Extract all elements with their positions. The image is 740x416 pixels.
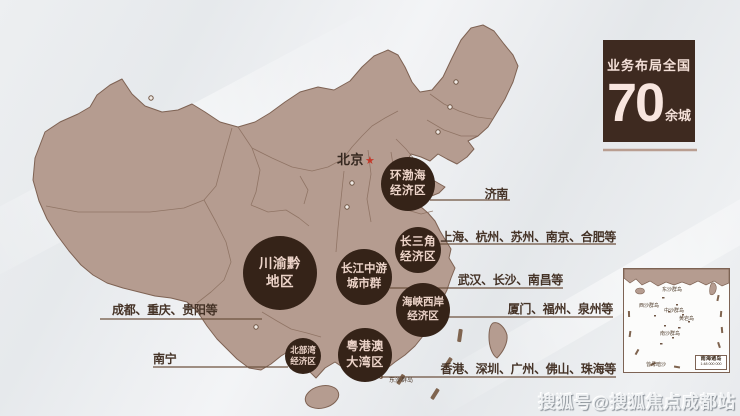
region-circle-bohai-rim: 环渤海 经济区 xyxy=(381,157,435,211)
region-line2: 经济区 xyxy=(290,356,316,366)
region-line2: 经济区 xyxy=(400,251,436,263)
beijing-label: 北京★ xyxy=(337,149,375,168)
inset-island-label: 南沙群岛 xyxy=(660,331,681,337)
badge-suffix: 余城 xyxy=(665,108,692,123)
south-china-sea-inset: 东沙群岛 西沙群岛 中沙群岛 黄岩岛 南沙群岛 曾母暗沙 南海诸岛 1:48 0… xyxy=(623,268,730,373)
cities-count-badge: 业务布局全国 70 余城 xyxy=(603,40,695,142)
region-line1: 海峡西岸 xyxy=(402,296,444,309)
region-circle-greater-bay-area: 粤港澳 大湾区 xyxy=(338,328,392,382)
sohu-watermark: 搜狐号@搜狐焦点成都站 xyxy=(538,393,736,412)
capital-star-icon: ★ xyxy=(365,155,376,167)
inset-island-label: 曾母暗沙 xyxy=(646,362,667,368)
label-jinan: 济南 xyxy=(484,187,509,201)
region-line2: 地区 xyxy=(266,274,294,289)
inset-scale: 1:48 000 000 xyxy=(700,361,722,366)
badge-title: 业务布局全国 xyxy=(606,58,691,73)
label-shanghai-cluster: 上海、杭州、苏州、南京、合肥等 xyxy=(440,230,616,244)
dongsha-islands-label: 东沙群岛 xyxy=(389,378,414,384)
region-circle-sichuan-chongqing-guizhou: 川渝黔 地区 xyxy=(243,236,317,310)
inset-island-label: 西沙群岛 xyxy=(639,303,660,309)
region-line2: 经济区 xyxy=(390,185,426,197)
china-mainland-shape xyxy=(32,24,519,379)
region-circle-beibu-gulf: 北部湾 经济区 xyxy=(285,338,321,374)
badge-number-row: 70 余城 xyxy=(607,76,691,130)
badge-number: 70 xyxy=(606,73,665,133)
inset-title-box: 南海诸岛 1:48 000 000 xyxy=(695,355,727,370)
region-line2: 城市群 xyxy=(346,278,382,290)
label-chengdu-cluster: 成都、重庆、贵阳等 xyxy=(112,303,218,317)
region-circle-yangtze-delta: 长三角 经济区 xyxy=(395,227,441,273)
inset-title: 南海诸岛 xyxy=(700,356,722,362)
beijing-name: 北京 xyxy=(337,152,365,167)
region-line1: 长江中游 xyxy=(341,262,387,275)
region-line1: 长三角 xyxy=(400,235,436,248)
hainan-island xyxy=(304,385,340,409)
label-wuhan-cluster: 武汉、长沙、南昌等 xyxy=(457,273,564,287)
region-line1: 粤港澳 xyxy=(346,339,384,354)
region-circle-middle-yangtze: 长江中游 城市群 xyxy=(336,249,392,305)
region-line1: 川渝黔 xyxy=(259,256,301,272)
inset-map-graphic xyxy=(623,268,730,369)
region-circle-west-strait: 海峡西岸 经济区 xyxy=(396,283,450,337)
taiwan-island xyxy=(488,322,508,359)
leader-lines xyxy=(100,199,616,378)
region-line2: 经济区 xyxy=(407,310,439,322)
inset-island-label: 黄岩岛 xyxy=(679,316,695,322)
region-line1: 北部湾 xyxy=(290,344,316,355)
label-xiamen-cluster: 厦门、福州、泉州等 xyxy=(507,302,614,316)
region-line1: 环渤海 xyxy=(390,169,426,182)
label-nanning: 南宁 xyxy=(153,352,177,366)
inset-island-label: 东沙群岛 xyxy=(662,287,683,293)
region-line2: 大湾区 xyxy=(346,355,384,369)
inset-island-label: 中沙群岛 xyxy=(664,308,685,314)
label-hongkong-cluster: 香港、深圳、广州、佛山、珠海等 xyxy=(440,362,616,376)
